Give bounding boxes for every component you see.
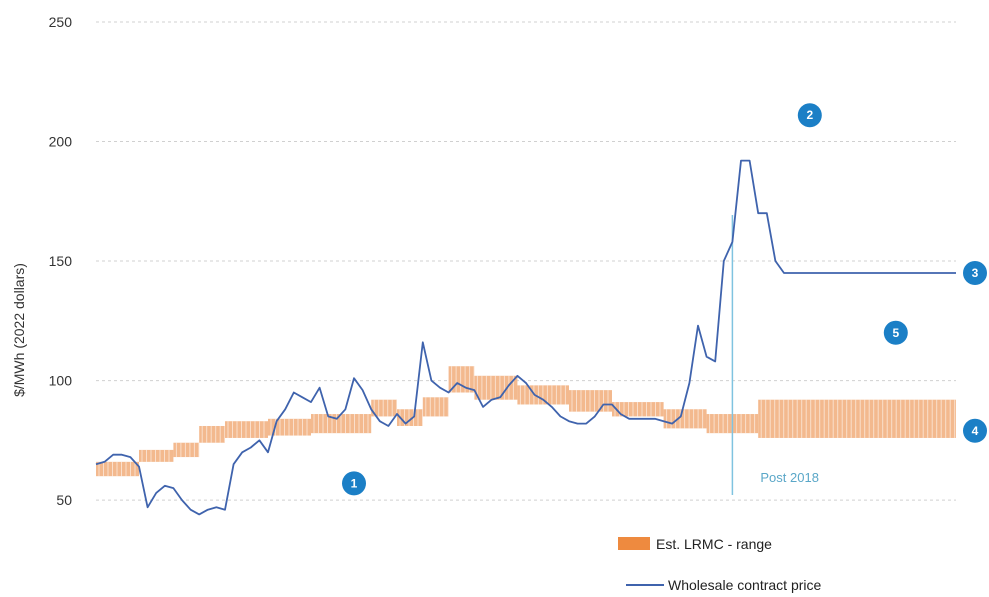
marker-circle bbox=[963, 261, 987, 285]
lrmc-range-band bbox=[96, 366, 956, 477]
lrmc-segment-fill bbox=[422, 397, 449, 417]
marker-label: 4 bbox=[972, 424, 979, 438]
wholesale-price-series bbox=[95, 159, 956, 516]
marker-circle bbox=[963, 418, 987, 443]
marker-3: 3 bbox=[963, 261, 987, 285]
marker-4: 4 bbox=[963, 418, 987, 443]
marker-label: 3 bbox=[972, 266, 979, 280]
lrmc-segment bbox=[663, 409, 707, 429]
lrmc-segment bbox=[371, 399, 398, 417]
lrmc-segment-fill bbox=[199, 425, 225, 443]
y-tick-150: 150 bbox=[49, 253, 73, 269]
lrmc-segment bbox=[173, 442, 200, 458]
lrmc-segment bbox=[225, 421, 268, 438]
lrmc-segment bbox=[268, 418, 311, 436]
y-tick-100: 100 bbox=[49, 373, 73, 389]
marker-circle bbox=[883, 320, 908, 345]
marker-5: 5 bbox=[883, 320, 908, 345]
y-axis-ticks: 50 100 150 200 250 bbox=[49, 14, 73, 508]
y-tick-250: 250 bbox=[49, 14, 73, 30]
marker-2: 2 bbox=[797, 103, 822, 128]
lrmc-segment-fill bbox=[371, 399, 397, 417]
lrmc-segment bbox=[199, 425, 226, 443]
lrmc-segment-fill bbox=[173, 442, 200, 458]
callout-markers: 1 2 3 4 5 bbox=[342, 103, 987, 496]
lrmc-segment bbox=[96, 461, 139, 477]
marker-label: 5 bbox=[892, 326, 899, 340]
marker-1: 1 bbox=[342, 471, 366, 496]
marker-label: 1 bbox=[351, 476, 358, 490]
lrmc-segment bbox=[422, 397, 449, 417]
marker-circle bbox=[797, 103, 822, 128]
post-2018-label: Post 2018 bbox=[760, 470, 819, 485]
legend-swatch-lrmc bbox=[618, 537, 650, 550]
lrmc-segment-fill bbox=[139, 449, 174, 462]
post-2018-divider: Post 2018 bbox=[731, 215, 819, 495]
lrmc-segment bbox=[517, 385, 569, 405]
y-tick-50: 50 bbox=[56, 492, 72, 508]
marker-label: 2 bbox=[806, 108, 813, 122]
lrmc-segment bbox=[758, 399, 956, 438]
legend-label-lrmc: Est. LRMC - range bbox=[656, 536, 772, 552]
lrmc-segment bbox=[311, 414, 372, 434]
lrmc-segment bbox=[569, 390, 612, 412]
lrmc-segment-fill bbox=[474, 375, 518, 400]
lrmc-segment bbox=[612, 402, 664, 417]
grid-lines bbox=[96, 21, 956, 501]
lrmc-segment bbox=[474, 375, 518, 400]
legend-label-price: Wholesale contract price bbox=[668, 577, 822, 593]
price-line bbox=[95, 159, 956, 516]
legend: Est. LRMC - range Wholesale contract pri… bbox=[618, 536, 822, 593]
y-axis-title: $/MWh (2022 dollars) bbox=[11, 263, 27, 397]
marker-circle bbox=[342, 471, 366, 496]
lrmc-segment bbox=[139, 449, 174, 462]
y-tick-200: 200 bbox=[49, 134, 73, 150]
